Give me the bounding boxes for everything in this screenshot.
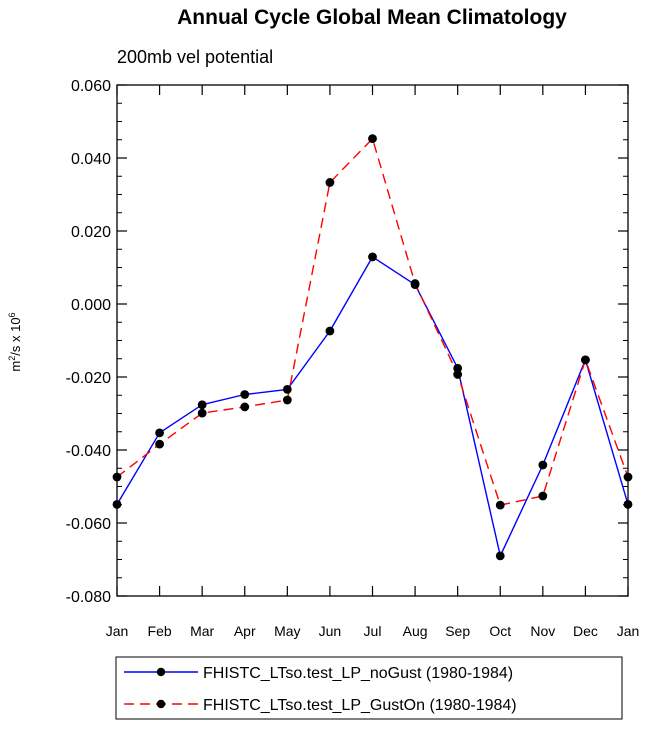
major-ticks (116, 84, 629, 597)
data-point-series-1 (155, 439, 164, 449)
data-point-series-1 (453, 370, 463, 379)
data-point-series-0 (538, 460, 548, 470)
data-point-series-0 (197, 400, 207, 410)
legend-box (115, 656, 623, 720)
series-line-1 (116, 137, 629, 506)
x-tick-label: Mar (190, 623, 214, 639)
data-points (112, 134, 633, 561)
y-tick-label: -0.060 (66, 516, 111, 533)
data-point-series-1 (410, 279, 420, 288)
chart-subtitle: 200mb vel potential (117, 47, 273, 67)
x-tick-label: Feb (148, 623, 172, 639)
legend-label-nogust: FHISTC_LTso.test_LP_noGust (1980-1984) (203, 665, 513, 682)
data-point-series-0 (240, 390, 250, 399)
data-point-series-1 (325, 178, 335, 187)
data-point-series-1 (368, 134, 377, 144)
series-lines (116, 137, 629, 557)
data-point-series-0 (453, 363, 463, 373)
data-point-series-0 (282, 385, 292, 394)
y-tick-label: -0.020 (66, 370, 111, 387)
x-tick-label: Nov (530, 623, 555, 639)
data-point-series-1 (495, 500, 505, 510)
data-point-series-1 (282, 395, 292, 405)
x-tick-label: Dec (573, 623, 598, 639)
data-point-series-1 (538, 491, 548, 501)
x-tick-label: Jan (106, 623, 129, 639)
minor-ticks (117, 84, 628, 597)
data-point-series-0 (495, 551, 505, 561)
y-tick-label: -0.080 (66, 589, 111, 606)
x-tick-label: Oct (489, 623, 511, 639)
x-tick-label: Jun (319, 623, 342, 639)
y-tick-label: 0.060 (71, 78, 111, 95)
x-tick-label: Aug (403, 623, 428, 639)
x-tick-labels: Jan Feb Mar Apr May Jun Jul Aug Sep Oct Nov Dec Jan (106, 623, 640, 639)
data-point-series-0 (325, 326, 335, 336)
plot-frame (116, 84, 629, 597)
legend-label-guston: FHISTC_LTso.test_LP_GustOn (1980-1984) (203, 697, 517, 714)
legend-marker-guston (156, 699, 166, 709)
x-tick-label: Jan (617, 623, 640, 639)
data-point-series-0 (155, 428, 164, 438)
legend-marker-nogust (156, 667, 166, 677)
data-point-series-0 (368, 252, 377, 262)
y-tick-label: 0.040 (71, 151, 111, 168)
y-tick-labels: -0.080 -0.060 -0.040 -0.020 0.000 0.020 0.040 0… (66, 78, 111, 606)
data-point-series-1 (240, 402, 250, 412)
y-tick-label: -0.040 (66, 443, 111, 460)
data-point-series-1 (197, 408, 207, 418)
y-tick-label: 0.020 (71, 224, 111, 241)
x-tick-label: Apr (234, 623, 256, 639)
x-tick-label: May (274, 623, 300, 639)
y-axis-label: m2/s x 106 (7, 312, 23, 371)
x-tick-label: Jul (364, 623, 382, 639)
y-tick-label: 0.000 (71, 297, 111, 314)
series-line-0 (116, 256, 629, 557)
legend: FHISTC_LTso.test_LP_noGust (1980-1984) F… (115, 656, 623, 720)
chart-title: Annual Cycle Global Mean Climatology (177, 6, 567, 29)
x-tick-label: Sep (445, 623, 470, 639)
data-point-series-1 (581, 355, 590, 365)
